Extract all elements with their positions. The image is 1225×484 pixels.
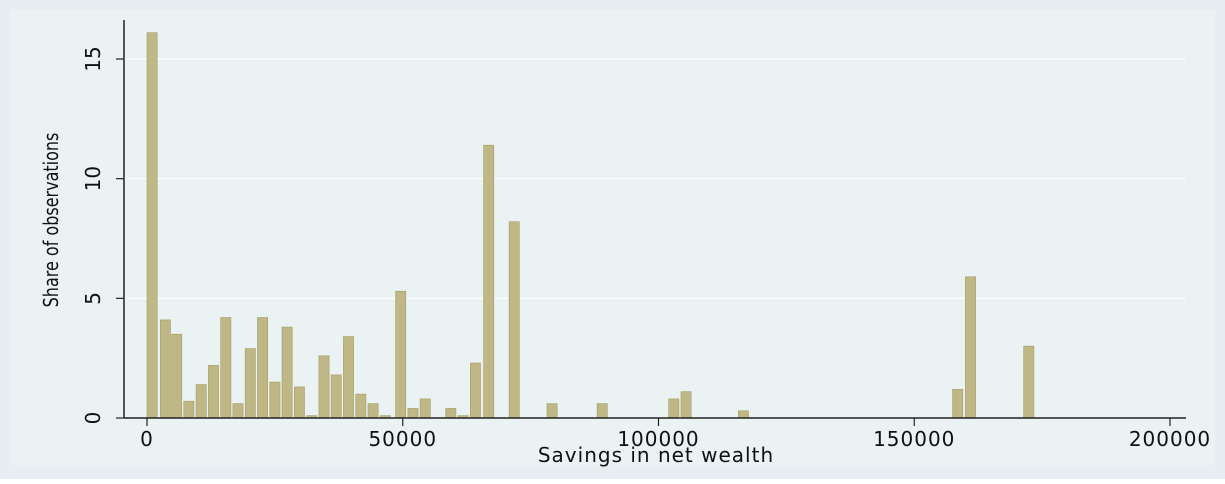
histogram-bar: [281, 326, 293, 419]
x-tick-label: 0: [140, 427, 154, 451]
histogram-bar: [160, 319, 171, 419]
histogram-bar: [419, 398, 431, 419]
plot-area: [10, 10, 1215, 465]
y-tick-label: 10: [81, 166, 105, 191]
x-tick-label: 200000: [1129, 427, 1211, 451]
bars: [146, 32, 1035, 419]
histogram-bar: [257, 317, 268, 419]
histogram-bar: [407, 408, 419, 419]
y-axis-label: Share of observations: [40, 133, 63, 308]
histogram-bar: [367, 403, 379, 419]
histogram-bar: [183, 400, 195, 419]
histogram-bar: [330, 374, 342, 419]
x-tick-label: 50000: [368, 427, 437, 451]
y-tick-label: 0: [81, 412, 105, 425]
histogram-bar: [195, 384, 207, 419]
histogram-bar: [445, 408, 457, 419]
histogram-bar: [318, 355, 330, 419]
histogram-bar: [680, 391, 692, 419]
histogram-bar: [546, 403, 558, 419]
histogram-bar: [965, 276, 976, 419]
y-tick-label: 15: [81, 46, 105, 71]
histogram-bar: [596, 403, 608, 419]
x-axis-ticks: 0 50000 100000 150000 200000: [140, 418, 1211, 451]
histogram-bar: [244, 348, 256, 419]
histogram-bar: [293, 386, 305, 419]
axes: [123, 20, 1186, 419]
histogram-bar: [1023, 345, 1035, 419]
histogram-bar: [220, 317, 232, 419]
histogram-bar: [343, 336, 354, 419]
x-tick-label: 150000: [873, 427, 955, 451]
histogram-bar: [508, 221, 520, 419]
histogram-bar: [208, 364, 219, 419]
histogram-bar: [269, 381, 281, 419]
histogram-bar: [355, 393, 367, 419]
histogram-bar: [668, 398, 680, 419]
x-axis-label: Savings in net wealth: [538, 443, 774, 467]
histogram-bar: [952, 388, 964, 419]
y-axis-ticks: 0 5 10 15: [81, 46, 124, 424]
y-tick-label: 5: [81, 292, 105, 305]
histogram-bar: [395, 290, 407, 419]
histogram-bar: [737, 410, 749, 419]
histogram-bar: [483, 144, 495, 419]
histogram-bar: [171, 333, 183, 419]
x-tick-label: 100000: [617, 427, 699, 451]
histogram-bar: [146, 32, 158, 419]
histogram-bar: [232, 403, 244, 419]
histogram-bar: [469, 362, 481, 419]
grid-lines: [124, 58, 1186, 299]
